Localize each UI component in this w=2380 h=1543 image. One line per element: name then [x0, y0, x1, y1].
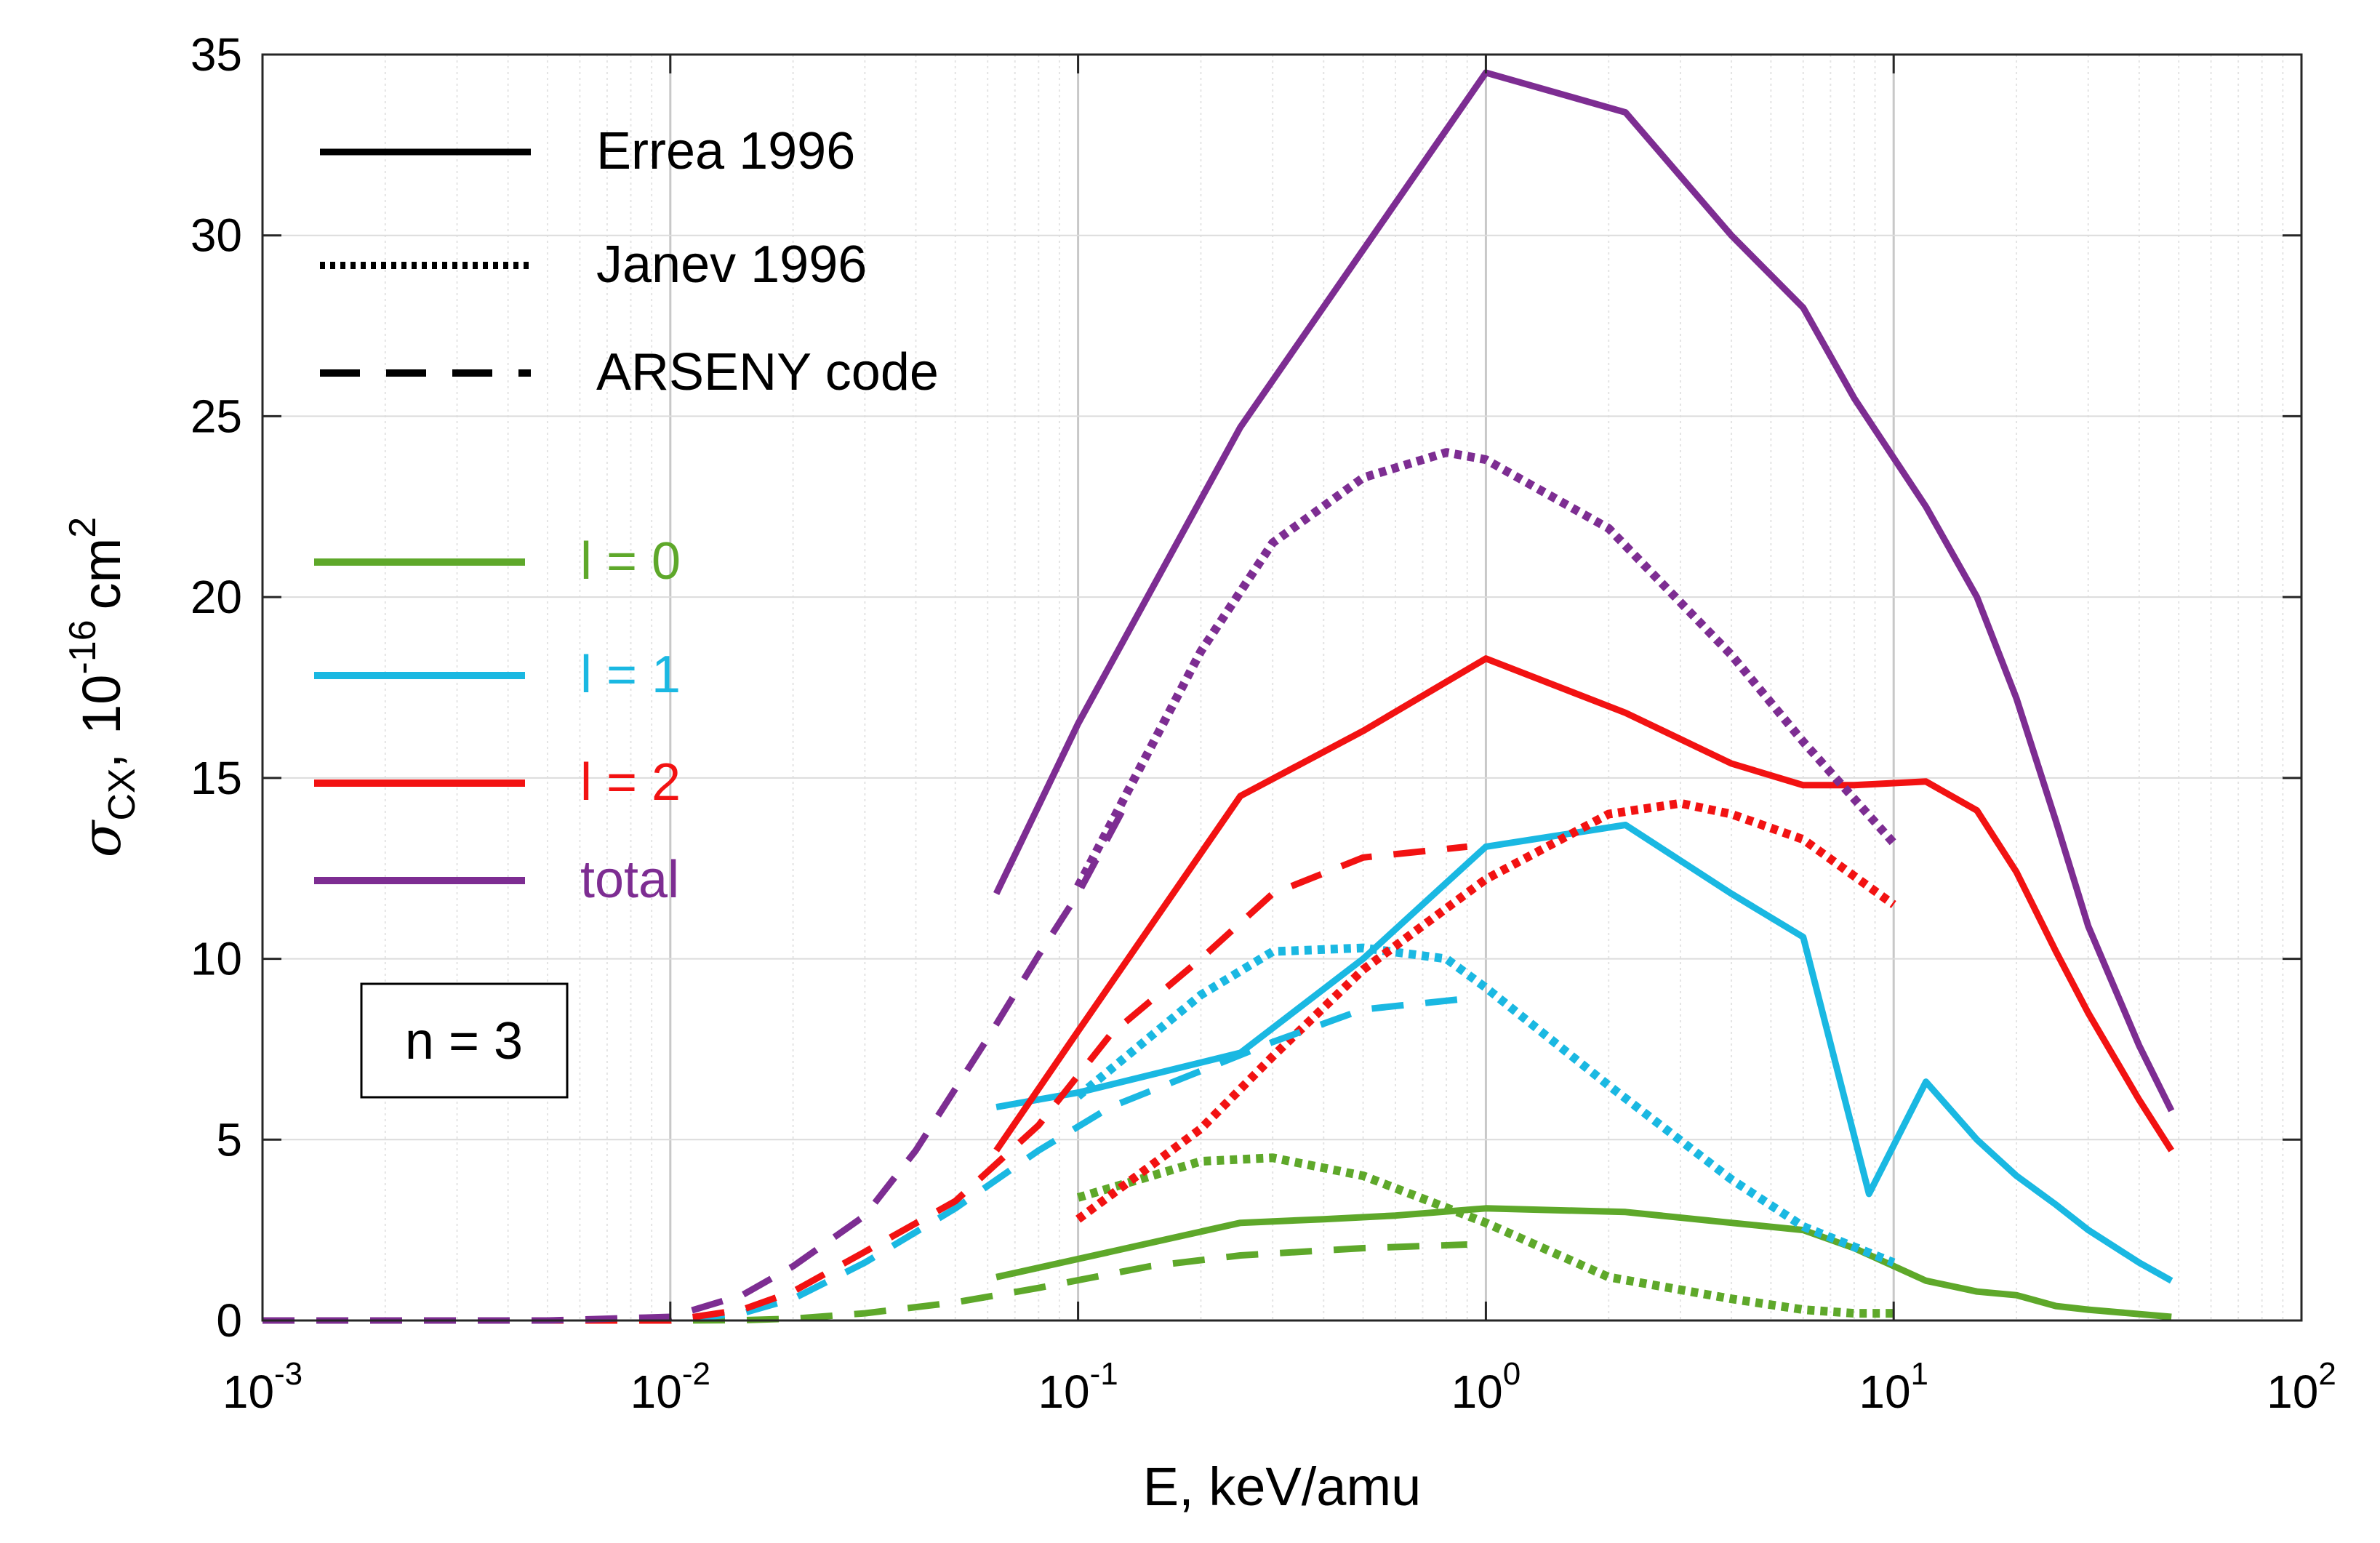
- y-axis-unit: cm: [71, 538, 132, 610]
- x-tick-label: 101: [1859, 1356, 1928, 1418]
- y-axis-sigma: σ: [71, 819, 133, 857]
- series-line-2: [993, 655, 2174, 1153]
- series-line-7: [1074, 448, 1897, 889]
- legend-label-l1: l = 1: [580, 646, 681, 704]
- series-line-0: [995, 1205, 2172, 1320]
- y-axis-title: σCX, 10-16 cm2: [62, 517, 143, 857]
- y-tick-label: 25: [191, 390, 242, 442]
- x-tick-label: 10-2: [630, 1356, 710, 1418]
- series-line-4: [1076, 1153, 1894, 1318]
- plot-frame: [261, 53, 2303, 1322]
- y-tick-label: 0: [216, 1294, 242, 1347]
- y-tick-label: 35: [191, 28, 242, 81]
- y-tick-label: 5: [216, 1113, 242, 1166]
- y-axis-unit-exp: 2: [62, 517, 104, 538]
- y-axis-base: 10: [71, 675, 132, 734]
- legend-label-janev: Janev 1996: [596, 236, 867, 294]
- y-axis-comma: ,: [71, 753, 132, 769]
- axis-ticks: 0 5 10 15 20 25 30 35 10-3 10-2 10-1 100 101 102: [191, 28, 2336, 1418]
- annotation-text: n = 3: [405, 1012, 523, 1070]
- series-line-6: [1075, 798, 1896, 1223]
- y-axis-sub: CX: [101, 768, 143, 820]
- legend-styles: Errea 1996 Janev 1996 ARSENY code: [320, 122, 939, 401]
- x-tick-label: 10-1: [1038, 1356, 1118, 1418]
- series-line-3: [993, 69, 2175, 1113]
- legend-label-total: total: [580, 851, 679, 909]
- series-layer: [263, 69, 2175, 1324]
- y-tick-label: 10: [191, 933, 242, 985]
- legend-label-l0: l = 0: [580, 532, 681, 590]
- legend-colors: l = 0 l = 1 l = 2 total: [314, 532, 681, 909]
- legend-label-arseny: ARSENY code: [596, 343, 939, 401]
- x-tick-label: 102: [2267, 1356, 2336, 1418]
- grid: [263, 55, 2301, 1320]
- annotation-frame: [360, 982, 569, 1099]
- x-axis-title: E, keV/amu: [1143, 1456, 1422, 1517]
- legend-label-l2: l = 2: [580, 753, 681, 811]
- y-tick-label: 20: [191, 571, 242, 623]
- series-line-1: [995, 822, 2173, 1284]
- x-tick-label: 10-3: [223, 1356, 302, 1418]
- legend-label-errea: Errea 1996: [596, 122, 855, 180]
- x-tick-label: 100: [1451, 1356, 1521, 1418]
- annotation-box: n = 3: [360, 982, 569, 1099]
- series-line-5: [1075, 943, 1896, 1267]
- y-tick-label: 15: [191, 752, 242, 804]
- y-tick-label: 30: [191, 209, 242, 262]
- y-axis-exp: -16: [62, 620, 104, 674]
